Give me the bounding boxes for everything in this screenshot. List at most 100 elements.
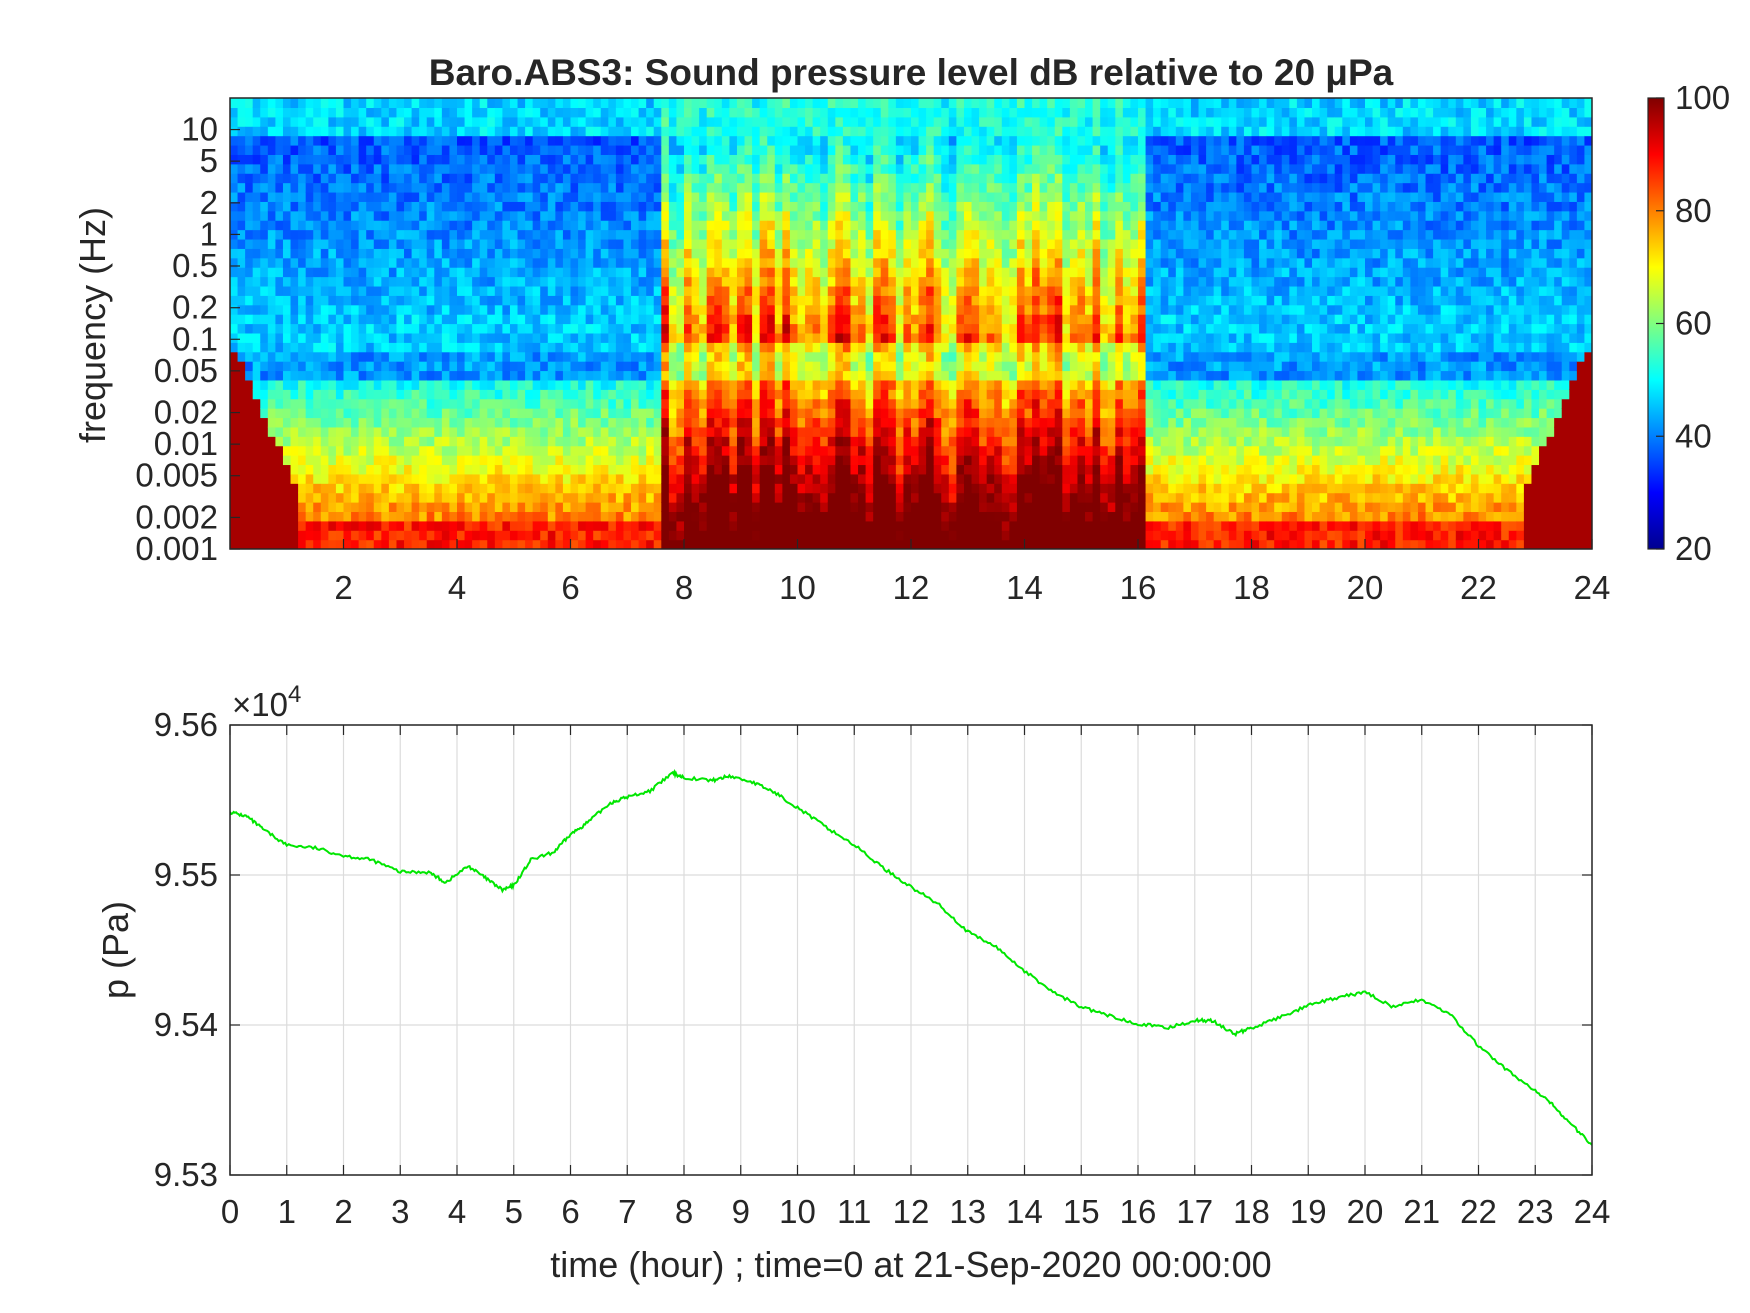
spectrogram-cell [706, 248, 715, 259]
spectrogram-cell [237, 220, 246, 231]
spectrogram-cell [873, 295, 882, 306]
spectrogram-cell [494, 389, 503, 400]
spectrogram-cell [517, 473, 526, 484]
spectrogram-cell [267, 98, 276, 108]
spectrogram-cell [487, 426, 496, 437]
spectrogram-cell [971, 144, 980, 155]
spectrogram-cell [797, 323, 806, 334]
spectrogram-cell [729, 304, 738, 315]
spectrogram-cell [366, 238, 375, 249]
spectrogram-cell [1009, 304, 1018, 315]
spectrogram-cell [1016, 520, 1026, 531]
spectrogram-cell [600, 267, 609, 278]
spectrogram-cell [237, 238, 246, 249]
spectrogram-cell [320, 210, 329, 221]
spectrogram-cell [290, 182, 299, 193]
spectrogram-cell [426, 135, 435, 146]
spectrogram-cell [661, 351, 670, 362]
spectrogram-cell [381, 210, 390, 221]
spectrogram-cell [888, 210, 897, 221]
spectrogram-cell [676, 285, 685, 296]
spectrogram-cell [252, 285, 261, 296]
spectrogram-cell [956, 483, 965, 494]
spectrogram-cell [631, 539, 640, 549]
spectrogram-cell [706, 417, 715, 428]
spectrogram-cell [267, 304, 276, 315]
spectrogram-cell [313, 126, 322, 137]
spectrogram-cell [986, 445, 995, 456]
spectrogram-cell [305, 107, 314, 118]
spectrogram-cell [850, 285, 859, 296]
spectrogram-cell [328, 267, 337, 278]
spectrogram-cell [812, 436, 821, 447]
spectrogram-cell [525, 370, 534, 381]
spectrogram-cell [880, 539, 889, 549]
spectrogram-cell [388, 314, 398, 325]
spectrogram-cell [426, 163, 435, 174]
spectrogram-cell [865, 426, 874, 437]
spectrogram-cell [812, 163, 821, 174]
spectrogram-cell [858, 267, 867, 278]
spectrogram-cell [911, 370, 920, 381]
spectrogram-cell [532, 210, 541, 221]
spectrogram-cell [918, 154, 927, 165]
spectrogram-cell [805, 426, 814, 437]
spectrogram-cell [555, 229, 564, 240]
spectrogram-cell [479, 163, 488, 174]
spectrogram-cell [305, 267, 314, 278]
spectrogram-cell [404, 201, 413, 212]
spectrogram-cell [903, 492, 912, 503]
spectrogram-cell [880, 163, 889, 174]
spectrogram-cell [290, 464, 299, 475]
spectrogram-cell [358, 126, 367, 137]
spectrogram-cell [774, 295, 783, 306]
spectrogram-cell [351, 351, 360, 362]
spectrogram-cell [918, 304, 927, 315]
spectrogram-cell [767, 389, 776, 400]
spectrogram-cell [608, 455, 617, 466]
spectrogram-cell [320, 182, 329, 193]
spectrogram-cell [895, 520, 905, 531]
spectrogram-cell [502, 295, 511, 306]
spectrogram-cell [676, 248, 685, 259]
spectrogram-cell [411, 408, 420, 419]
spectrogram-cell [653, 332, 662, 343]
spectrogram-cell [404, 436, 413, 447]
spectrogram-cell [434, 126, 443, 137]
spectrogram-cell [366, 323, 375, 334]
spectrogram-cell [789, 539, 799, 549]
spectrogram-cell [903, 417, 912, 428]
spectrogram-cell [979, 379, 988, 390]
spectrogram-cell [388, 182, 398, 193]
spectrogram-cell [865, 408, 874, 419]
spectrogram-cell [411, 426, 420, 437]
spectrogram-cell [699, 455, 708, 466]
spectrogram-cell [252, 323, 261, 334]
spectrogram-cell [865, 107, 874, 118]
spectrogram-cell [267, 220, 276, 231]
spectrogram-cell [963, 210, 973, 221]
spectrogram-cell [615, 417, 625, 428]
spectrogram-cell [267, 332, 276, 343]
spectrogram-cell [933, 332, 942, 343]
spectrogram-cell [736, 304, 746, 315]
spectrogram-cell [275, 210, 284, 221]
spectrogram-cell [237, 314, 246, 325]
spectrogram-cell [918, 361, 927, 372]
spectrogram-cell [366, 361, 375, 372]
spectrogram-cell [971, 417, 980, 428]
spectrogram-cell [714, 191, 723, 202]
spectrogram-cell [736, 107, 746, 118]
spectrogram-cell [850, 408, 859, 419]
spectrogram-cell [509, 276, 519, 287]
spectrogram-cell [759, 539, 768, 549]
spectrogram-cell [608, 210, 617, 221]
spectrogram-cell [752, 248, 761, 259]
spectrogram-cell [933, 483, 942, 494]
spectrogram-cell [842, 502, 852, 513]
spectrogram-cell [615, 257, 625, 268]
spectrogram-cell [911, 492, 920, 503]
spectrogram-cell [426, 351, 435, 362]
spectrogram-cell [494, 98, 503, 108]
spectrogram-cell [305, 144, 314, 155]
